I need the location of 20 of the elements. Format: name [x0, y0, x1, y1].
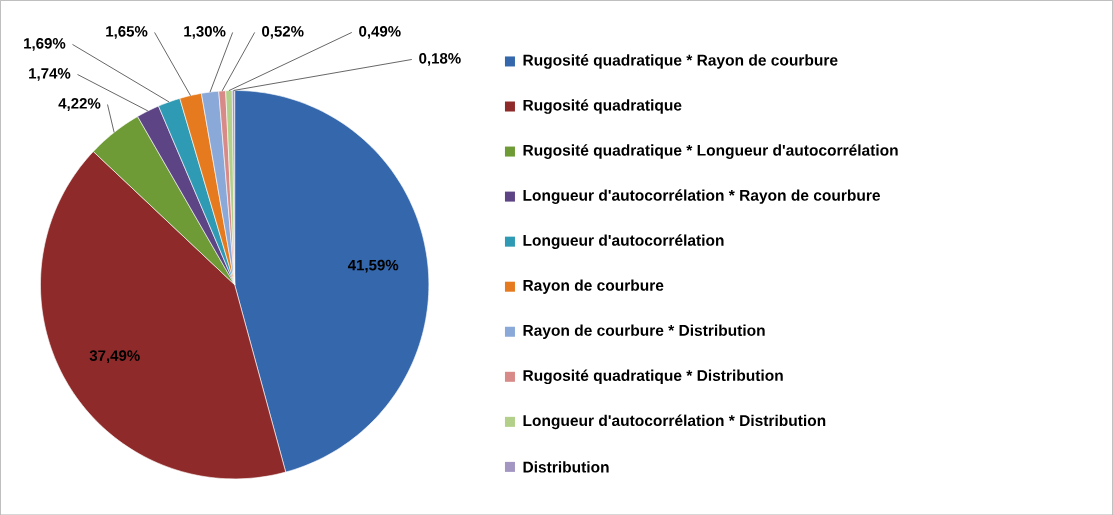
- data-label: 41,59%: [347, 259, 399, 273]
- data-label: 0,49%: [359, 25, 401, 39]
- legend-label: Rugosité quadratique * Longueur d'autocorrélation: [523, 144, 898, 159]
- data-label: 4,22%: [58, 97, 101, 111]
- data-label: 1,30%: [184, 25, 226, 39]
- legend-label: Rugosité quadratique * Distribution: [523, 369, 783, 384]
- data-label: 1,69%: [24, 37, 66, 51]
- data-label: 0,52%: [262, 25, 304, 39]
- legend-label: Distribution: [523, 461, 609, 473]
- data-label: 0,18%: [419, 52, 461, 66]
- data-label: 1,65%: [106, 25, 148, 39]
- legend-label: Longueur d'autocorrélation * Distribution: [523, 414, 826, 429]
- data-label: 37,49%: [89, 350, 140, 363]
- legend-label: Rayon de courbure: [523, 279, 664, 294]
- legend-label: Longueur d'autocorrélation: [523, 234, 724, 249]
- data-label: 1,74%: [29, 67, 71, 81]
- legend-label: Rugosité quadratique * Rayon de courbure: [523, 53, 838, 69]
- legend-label: Longueur d'autocorrélation * Rayon de courbure: [523, 189, 880, 204]
- legend-label: Rugosité quadratique: [523, 99, 682, 114]
- legend-label: Rayon de courbure * Distribution: [523, 324, 765, 339]
